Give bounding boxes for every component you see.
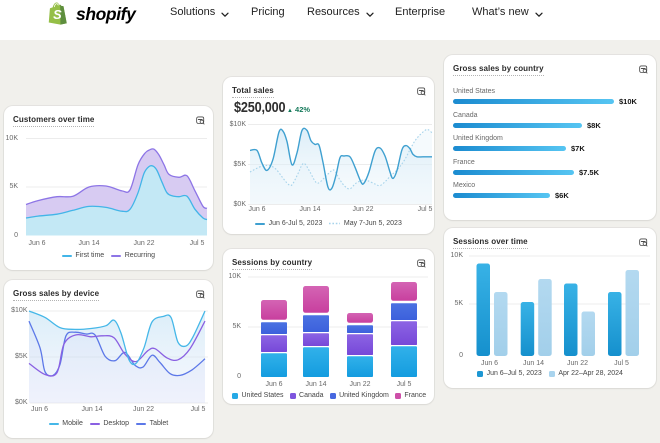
- svg-text:S: S: [53, 7, 62, 22]
